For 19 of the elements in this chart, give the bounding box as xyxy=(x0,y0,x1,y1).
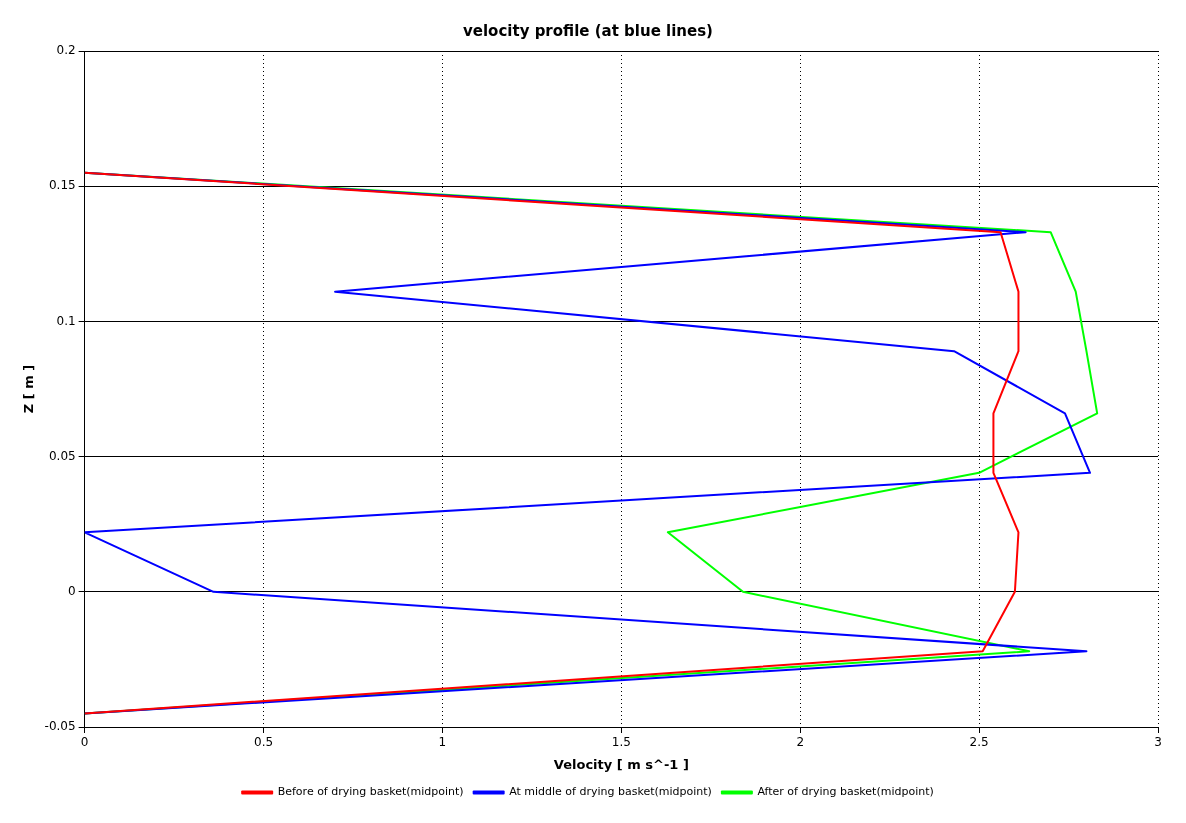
chart-title: velocity profile (at blue lines) xyxy=(463,21,713,40)
y-tick-label: 0.05 xyxy=(48,448,76,463)
y-tick-label: 0.15 xyxy=(48,178,76,193)
x-tick-label: 0.5 xyxy=(253,735,274,750)
x-axis-title: Velocity [ m s^-1 ] xyxy=(553,756,689,772)
legend-label: After of drying basket(midpoint) xyxy=(757,785,934,799)
y-tick-label: -0.05 xyxy=(44,719,76,734)
x-tick-label: 1 xyxy=(438,735,447,750)
x-tick-label: 1.5 xyxy=(611,735,631,750)
y-tick-label: 0 xyxy=(68,583,76,598)
legend-label: At middle of drying basket(midpoint) xyxy=(509,785,712,799)
y-axis-title: Z [ m ] xyxy=(21,364,37,414)
legend-label: Before of drying basket(midpoint) xyxy=(277,785,464,799)
x-tick-label: 2 xyxy=(796,735,805,750)
x-tick-label: 2.5 xyxy=(969,735,989,750)
x-tick-label: 0 xyxy=(80,735,89,750)
y-tick-label: 0.2 xyxy=(56,43,76,58)
x-tick-label: 3 xyxy=(1154,735,1162,750)
y-tick-label: 0.1 xyxy=(56,313,76,328)
